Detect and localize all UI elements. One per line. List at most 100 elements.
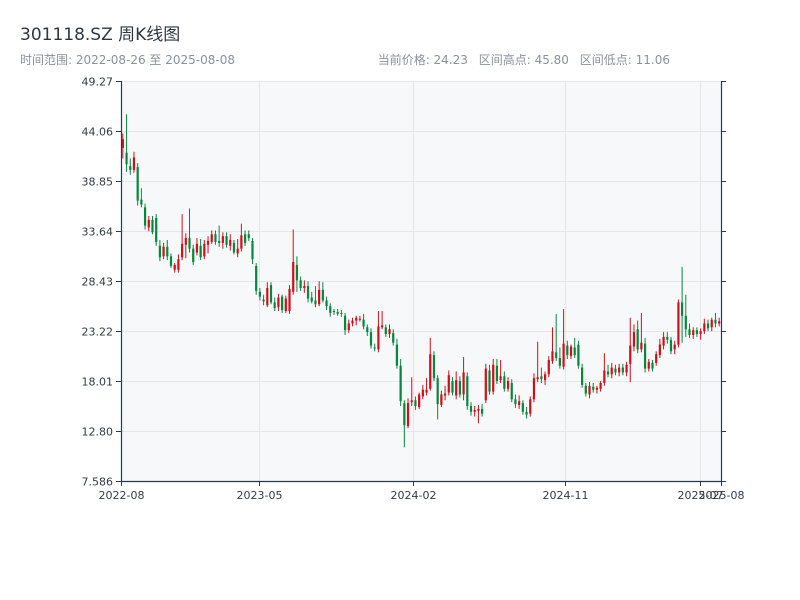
candle-body — [706, 323, 710, 329]
candle-body — [662, 336, 665, 346]
candle — [132, 151, 136, 173]
candle — [451, 377, 454, 396]
candle — [414, 396, 417, 410]
candle — [369, 328, 373, 349]
candle — [284, 295, 287, 313]
candle-body — [306, 286, 310, 299]
candle — [406, 398, 410, 429]
x-tick-label: 2022-08 — [99, 489, 145, 502]
candle-body — [488, 370, 491, 392]
candle — [199, 239, 202, 261]
candle — [469, 402, 473, 416]
candle-body — [169, 256, 173, 266]
candle — [255, 263, 258, 295]
candle — [677, 299, 680, 348]
candle-body — [210, 234, 213, 242]
candle — [188, 208, 191, 253]
candle — [466, 372, 469, 410]
candle-body — [414, 400, 417, 407]
candle-body — [584, 385, 587, 394]
candle — [514, 394, 517, 408]
candle — [488, 364, 491, 395]
candle-body — [643, 343, 647, 369]
candle-body — [188, 238, 191, 249]
candle — [595, 385, 599, 394]
candle — [281, 294, 284, 313]
candle-body — [314, 300, 317, 305]
candle — [547, 356, 550, 378]
candle-body — [525, 411, 528, 415]
candle — [177, 254, 180, 273]
candle-body — [718, 321, 721, 324]
candle-body — [143, 207, 147, 226]
candle-body — [218, 240, 221, 243]
candle — [206, 236, 210, 254]
candle — [529, 396, 532, 417]
candle — [443, 385, 447, 401]
candle-body — [510, 382, 513, 400]
candle-body — [632, 332, 636, 347]
candle — [581, 363, 584, 388]
candle-body — [495, 365, 499, 382]
candle — [147, 216, 150, 232]
y-tick-label: 23.22 — [82, 326, 114, 339]
candle — [299, 276, 302, 291]
candle-body — [410, 400, 413, 403]
candle-body — [318, 289, 321, 305]
candle — [236, 239, 239, 258]
candle — [232, 240, 236, 255]
candle-body — [636, 329, 639, 350]
candle — [658, 338, 661, 359]
candle-body — [173, 264, 176, 270]
candle — [129, 158, 132, 175]
candle-body — [436, 378, 439, 405]
candle — [343, 312, 347, 336]
candle — [421, 384, 424, 400]
candle-body — [647, 361, 650, 369]
candle-body — [610, 367, 613, 375]
chart-title: 301118.SZ 周K线图 — [20, 25, 181, 45]
candle — [336, 309, 339, 316]
candle-body — [273, 302, 276, 309]
candle — [429, 337, 432, 391]
candle-body — [162, 246, 165, 257]
candle-body — [177, 259, 180, 270]
range-low-text: 区间低点: 11.06 — [579, 53, 670, 67]
candle — [569, 344, 573, 359]
candle — [473, 406, 476, 417]
candle-body — [573, 347, 576, 356]
candle — [614, 364, 617, 376]
candle — [384, 324, 387, 337]
candle-body — [251, 240, 254, 260]
candle-body — [181, 243, 184, 258]
candle — [706, 319, 710, 332]
y-tick-label: 44.06 — [82, 126, 114, 139]
grid-lines — [121, 81, 722, 482]
candle-body — [658, 344, 661, 356]
candle-body — [347, 323, 350, 331]
candle — [436, 375, 439, 420]
candle — [603, 353, 606, 386]
candle-body — [166, 246, 169, 257]
candle — [577, 340, 580, 369]
candle — [192, 244, 195, 265]
candle — [151, 216, 154, 235]
candle-body — [418, 394, 421, 407]
candle-body — [151, 219, 154, 233]
candle — [592, 382, 595, 393]
candle — [710, 317, 713, 332]
candle-body — [506, 381, 510, 389]
candle-body — [399, 365, 402, 402]
candle-body — [473, 409, 476, 412]
candle — [510, 379, 513, 403]
x-tick-label: 2024-11 — [543, 489, 589, 502]
candle — [410, 377, 413, 407]
candle-body — [358, 318, 361, 320]
candle — [269, 282, 273, 305]
candle-body — [655, 354, 658, 363]
candle — [218, 225, 221, 247]
y-tick-label: 38.85 — [82, 176, 114, 189]
candle-body — [606, 371, 610, 375]
candle — [558, 347, 561, 369]
